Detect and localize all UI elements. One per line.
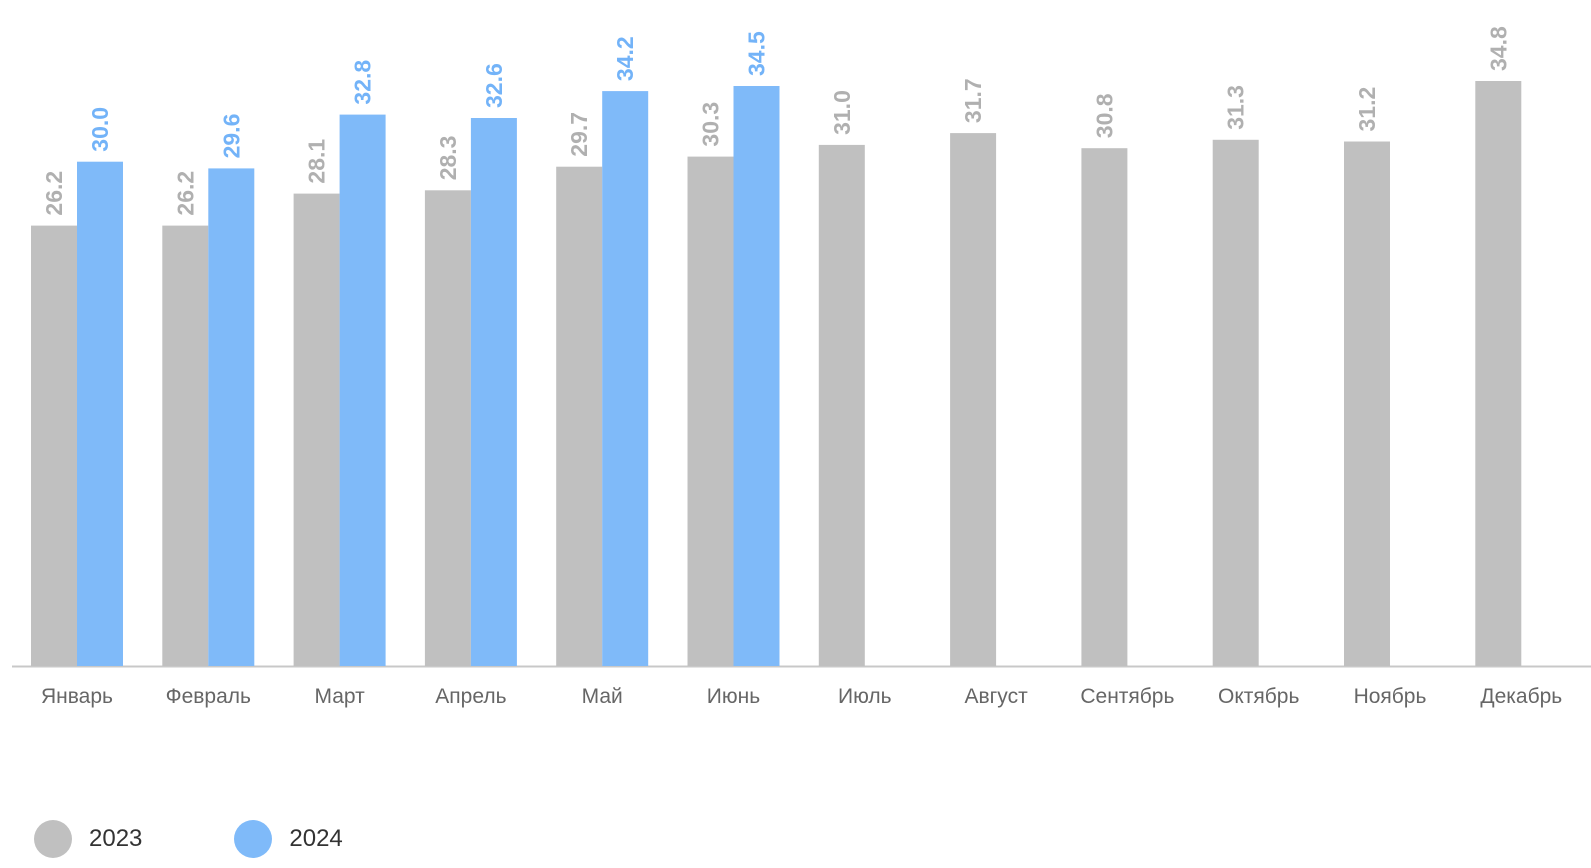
value-label-2023-9: 30.8 (1091, 93, 1117, 138)
bar-2024-3 (339, 114, 386, 667)
x-tick-label-3: Март (314, 685, 365, 708)
legend-label-2023: 2023 (89, 825, 143, 852)
x-tick-label-6: Июнь (707, 685, 760, 708)
bar-2024-1 (77, 161, 123, 666)
x-tick-label-9: Сентябрь (1080, 685, 1174, 708)
bar-2023-8 (950, 133, 997, 667)
value-label-2023-7: 31.0 (829, 90, 855, 135)
bar-2023-11 (1344, 141, 1390, 666)
x-tick-label-1: Январь (41, 685, 113, 708)
bars-group (31, 81, 1522, 667)
bar-2023-6 (687, 156, 734, 666)
value-label-2024-4: 32.6 (481, 63, 507, 108)
bar-2024-2 (208, 168, 255, 666)
value-labels-group: 26.2 30.0 26.2 29.6 28.1 32.8 28.3 32.6 29.7 34.2… (41, 26, 1511, 216)
legend-item-2023[interactable]: 2023 (34, 820, 142, 858)
x-tick-label-4: Апрель (435, 685, 506, 708)
bar-2024-6 (733, 86, 780, 666)
bar-2023-1 (31, 225, 77, 666)
value-label-2023-12: 34.8 (1485, 26, 1511, 71)
value-label-2023-2: 26.2 (172, 171, 198, 216)
value-label-2024-1: 30.0 (87, 107, 113, 152)
bar-2023-12 (1475, 81, 1522, 666)
bar-2024-4 (470, 118, 517, 666)
value-label-2023-3: 28.1 (304, 139, 330, 184)
value-label-2024-3: 32.8 (350, 60, 376, 105)
legend-label-2024: 2024 (289, 825, 343, 852)
x-tick-label-2: Февраль (166, 685, 251, 708)
value-label-2024-2: 29.6 (218, 114, 244, 159)
x-tick-label-5: Май (582, 685, 623, 708)
bar-2023-7 (818, 144, 865, 666)
value-label-2023-1: 26.2 (41, 171, 67, 216)
bar-2023-3 (293, 193, 340, 666)
value-label-2023-11: 31.2 (1354, 87, 1380, 132)
x-tick-label-10: Октябрь (1218, 685, 1299, 708)
legend-swatch-2023 (34, 820, 72, 858)
bar-2024-5 (602, 91, 649, 667)
value-label-2024-5: 34.2 (612, 36, 638, 81)
x-tick-label-8: Август (964, 685, 1028, 708)
value-label-2023-5: 29.7 (566, 112, 592, 157)
bar-2023-4 (424, 190, 471, 667)
bar-2023-10 (1212, 139, 1259, 667)
x-tick-labels-group: Январь Февраль Март Апрель Май Июнь Июль Август… (41, 685, 1562, 708)
legend-item-2024[interactable]: 2024 (234, 820, 343, 858)
legend-swatch-2024 (234, 820, 273, 858)
x-tick-label-11: Ноябрь (1354, 685, 1427, 708)
value-label-2023-8: 31.7 (960, 78, 986, 123)
x-tick-label-12: Декабрь (1480, 685, 1562, 708)
value-label-2023-10: 31.3 (1223, 85, 1249, 130)
value-label-2023-4: 28.3 (435, 136, 461, 181)
bar-2023-2 (162, 225, 209, 666)
bar-2023-5 (556, 166, 603, 666)
value-label-2023-6: 30.3 (698, 102, 724, 147)
bar-2023-9 (1081, 148, 1128, 666)
x-tick-label-7: Июль (838, 685, 892, 708)
value-label-2024-6: 34.5 (744, 31, 770, 76)
legend: 2023 2024 (34, 820, 435, 858)
